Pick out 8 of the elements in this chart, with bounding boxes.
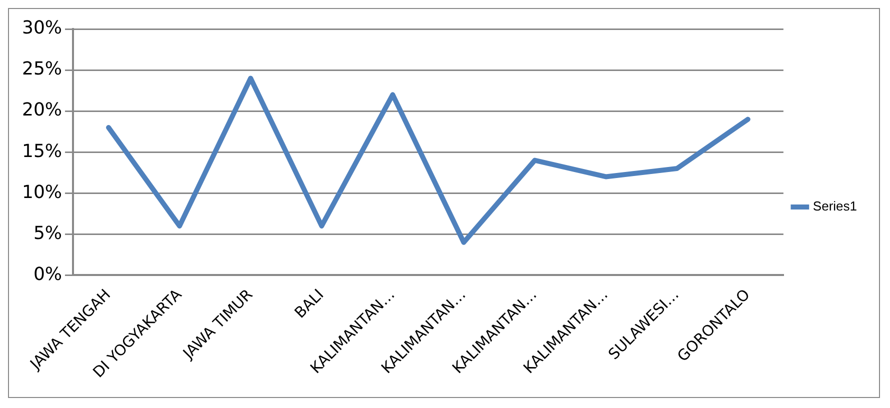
y-tick-label: 0% <box>33 264 62 285</box>
y-tick-label: 10% <box>22 182 62 203</box>
y-tick-label: 15% <box>22 140 62 162</box>
y-tick-label: 30% <box>22 18 62 39</box>
legend-label: Series1 <box>812 198 857 214</box>
y-tick-label: 25% <box>22 58 62 80</box>
y-tick-label: 20% <box>22 100 62 121</box>
y-tick-label: 5% <box>33 222 62 244</box>
